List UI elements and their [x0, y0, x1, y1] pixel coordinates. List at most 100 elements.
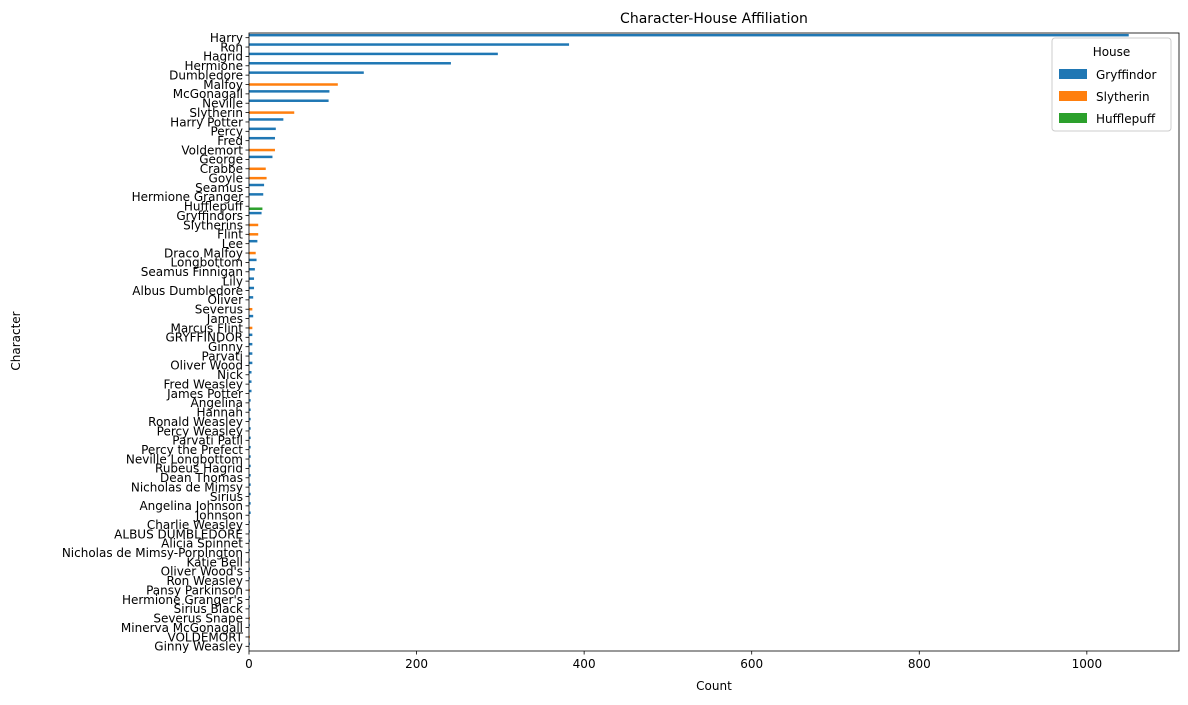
bar-slytherin-20 — [249, 223, 259, 227]
bar-slytherin-64 — [249, 635, 250, 639]
y-tick-label: Draco Malfoy — [164, 246, 243, 260]
y-tick-label: Katie Bell — [186, 555, 243, 569]
y-tick-label: Ron Weasley — [166, 574, 243, 588]
legend-title: House — [1093, 45, 1131, 59]
plot-frame — [248, 32, 1180, 652]
legend-label-slytherin: Slytherin — [1096, 90, 1150, 104]
y-tick-label: Malfoy — [203, 78, 243, 92]
bar-gryffindor-50 — [249, 502, 251, 505]
x-tick-label: 600 — [740, 657, 763, 671]
bar-gryffindor-38 — [249, 389, 252, 393]
bar-gryffindor-13 — [249, 155, 273, 159]
y-tick-label: McGonagall — [173, 87, 243, 101]
y-tick-label: Albus Dumbledore — [132, 284, 243, 298]
y-tick-label: George — [199, 153, 243, 167]
y-tick-label: Slytherins — [183, 218, 243, 232]
bar-gryffindor-33 — [249, 342, 253, 346]
y-tick-label: Oliver Wood — [170, 359, 243, 373]
bar-gryffindor-45 — [249, 455, 251, 458]
y-tick-label: Slytherin — [189, 106, 243, 120]
y-axis-ticks: HarryRonHagridHermioneDumbledoreMalfoyMc… — [62, 31, 249, 654]
y-tick-label: Severus — [195, 303, 243, 317]
bar-gryffindor-7 — [249, 99, 329, 102]
y-tick-label: Nicholas de Mimsy — [131, 480, 243, 494]
bar-slytherin-14 — [249, 167, 266, 171]
y-tick-label: Hagrid — [203, 50, 243, 64]
x-axis-title: Count — [696, 679, 732, 693]
bar-gryffindor-57 — [249, 567, 250, 571]
bar-gryffindor-10 — [249, 127, 276, 131]
y-tick-label: Dean Thomas — [160, 471, 243, 485]
legend-swatch-hufflepuff — [1059, 113, 1087, 123]
bar-gryffindor-61 — [249, 605, 250, 608]
y-tick-label: Neville — [202, 97, 243, 111]
y-tick-label: Oliver — [207, 293, 243, 307]
bar-slytherin-12 — [249, 148, 275, 152]
bar-gryffindor-4 — [249, 71, 364, 74]
bar-gryffindor-47 — [249, 474, 251, 477]
bar-gryffindor-19 — [249, 211, 262, 215]
bar-gryffindor-63 — [249, 623, 250, 627]
bar-slytherin-23 — [249, 251, 256, 255]
y-tick-label: GRYFFINDOR — [165, 331, 243, 345]
legend-box — [1051, 37, 1172, 132]
bar-gryffindor-32 — [249, 333, 253, 337]
x-tick-label: 200 — [405, 657, 428, 671]
y-tick-label: Voldemort — [181, 143, 243, 157]
y-tick-label: Fred — [217, 134, 243, 148]
bar-gryffindor-25 — [249, 268, 255, 271]
y-tick-label: Rubeus Hagrid — [155, 462, 243, 476]
y-tick-label: Alicia Spinnet — [161, 537, 243, 551]
y-tick-label: Marcus Flint — [170, 321, 243, 335]
y-tick-label: Ginny — [208, 340, 243, 354]
chart-title: Character-House Affiliation — [620, 11, 808, 27]
y-axis-title: Character — [9, 311, 23, 370]
y-tick-label: Gryffindors — [176, 209, 243, 223]
y-tick-label: James Potter — [166, 387, 243, 401]
bar-gryffindor-30 — [249, 314, 254, 318]
y-tick-label: Sirius Black — [174, 602, 243, 616]
bar-gryffindor-11 — [249, 136, 275, 140]
bar-gryffindor-17 — [249, 193, 264, 196]
x-tick-label: 0 — [245, 657, 253, 671]
plot-area — [249, 33, 1129, 646]
y-tick-label: Angelina — [191, 396, 243, 410]
y-tick-label: Goyle — [209, 171, 243, 185]
y-tick-label: Longbottom — [171, 256, 243, 270]
x-tick-label: 800 — [908, 657, 931, 671]
bar-gryffindor-24 — [249, 258, 257, 262]
bar-gryffindor-0 — [249, 33, 1129, 37]
bar-gryffindor-51 — [249, 511, 251, 514]
y-tick-label: Crabbe — [200, 162, 243, 176]
y-tick-label: Hermione — [185, 59, 243, 73]
y-tick-label: Seamus — [195, 181, 243, 195]
bar-gryffindor-65 — [249, 642, 250, 646]
bar-gryffindor-60 — [249, 595, 250, 599]
bar-gryffindor-16 — [249, 183, 265, 187]
bar-gryffindor-48 — [249, 483, 251, 486]
legend-swatch-slytherin — [1059, 91, 1087, 101]
y-tick-label: Fred Weasley — [164, 377, 243, 391]
bar-gryffindor-34 — [249, 352, 253, 355]
y-tick-label: Ronald Weasley — [148, 415, 243, 429]
bar-gryffindor-35 — [249, 361, 253, 365]
y-tick-label: Sirius — [210, 490, 243, 504]
y-tick-label: Hufflepuff — [184, 200, 244, 214]
y-tick-label: Pansy Parkinson — [146, 583, 243, 597]
legend-label-gryffindor: Gryffindor — [1096, 68, 1157, 82]
y-tick-label: Flint — [217, 228, 243, 242]
y-tick-label: Seamus Finnigan — [141, 265, 243, 279]
bar-slytherin-62 — [249, 616, 250, 620]
y-tick-label: Parvati Patil — [172, 434, 243, 448]
y-tick-label: Harry Potter — [170, 115, 243, 129]
bar-gryffindor-39 — [249, 399, 251, 402]
bar-gryffindor-43 — [249, 436, 251, 440]
bar-slytherin-15 — [249, 176, 267, 180]
y-tick-label: Oliver Wood's — [161, 565, 243, 579]
y-tick-label: Angelina Johnson — [139, 499, 243, 513]
bar-gryffindor-27 — [249, 286, 255, 290]
y-tick-label: Dumbledore — [169, 68, 243, 82]
bar-gryffindor-53 — [249, 530, 250, 533]
legend: House Gryffindor Slytherin Hufflepuff — [1051, 37, 1172, 132]
